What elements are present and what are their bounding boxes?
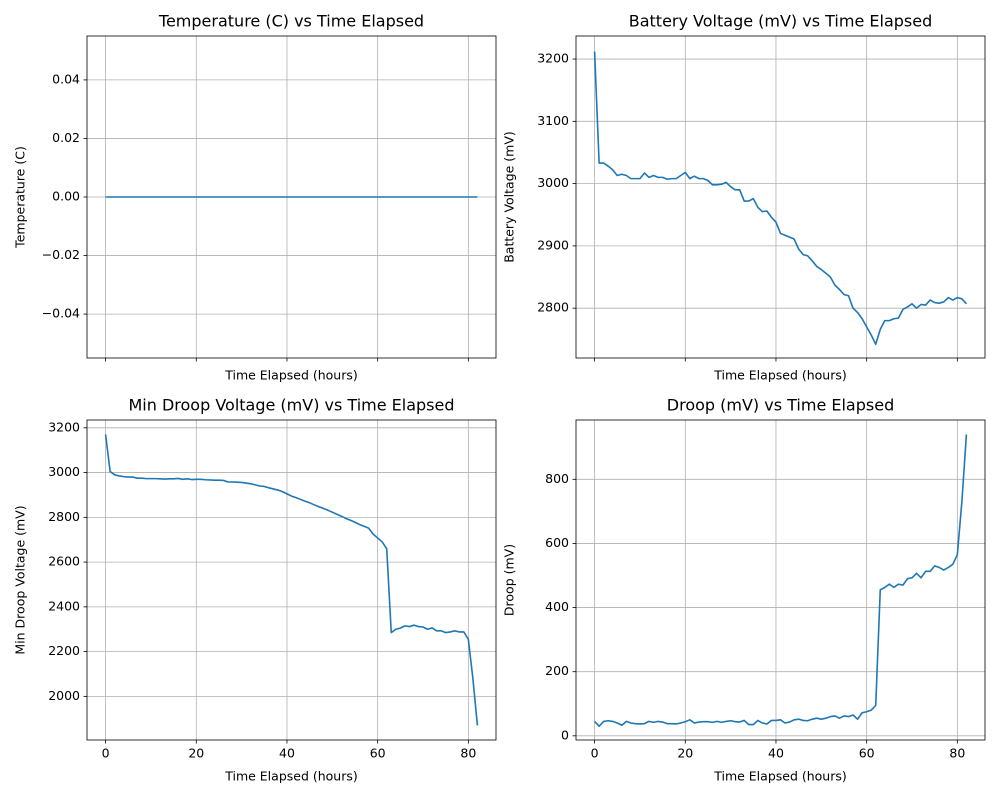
- y-axis-label: Battery Voltage (mV): [502, 131, 517, 263]
- subplot-title: Min Droop Voltage (mV) vs Time Elapsed: [128, 396, 454, 415]
- x-axis-label: Time Elapsed (hours): [713, 769, 847, 784]
- y-tick-label: 2900: [537, 237, 569, 252]
- x-tick-label: 60: [859, 746, 875, 761]
- axes-frame: [86, 419, 497, 741]
- y-tick-label: 0.02: [52, 130, 80, 145]
- y-axis-label: Temperature (C): [13, 146, 28, 249]
- axes-frame: [86, 35, 497, 359]
- y-tick-label: 400: [545, 599, 569, 614]
- x-axis-label: Time Elapsed (hours): [224, 368, 358, 383]
- subplot: 2800 2900 3000 3100 3200 Battery Voltage (mV)…: [502, 12, 986, 383]
- subplot-title: Battery Voltage (mV) vs Time Elapsed: [629, 12, 933, 31]
- y-tick-label: 2000: [48, 688, 80, 703]
- data-line: [104, 434, 479, 726]
- data-line: [594, 434, 968, 728]
- y-tick-label: 3000: [48, 464, 80, 479]
- y-tick-label: 3200: [537, 51, 569, 66]
- y-tick-label: 800: [545, 471, 569, 486]
- x-tick-label: 20: [677, 746, 693, 761]
- y-tick-label: 0.04: [52, 71, 80, 86]
- x-tick-label: 40: [279, 746, 295, 761]
- y-tick-label: 2800: [48, 509, 80, 524]
- subplot: 0 20 40 60 80 2000 2200 2400 2600 2800 3000 3200 Min…: [13, 396, 497, 784]
- y-tick-label: 0: [561, 727, 569, 742]
- axes-frame: [575, 35, 986, 359]
- x-tick-label: 20: [188, 746, 204, 761]
- x-tick-label: 60: [370, 746, 386, 761]
- x-axis-label: Time Elapsed (hours): [224, 769, 358, 784]
- y-tick-label: 0.00: [52, 189, 80, 204]
- y-tick-label: 3100: [537, 113, 569, 128]
- x-tick-label: 0: [591, 746, 599, 761]
- y-tick-label: 3200: [48, 419, 80, 434]
- y-tick-label: 200: [545, 663, 569, 678]
- x-tick-label: 80: [949, 746, 965, 761]
- y-tick-label: 2600: [48, 554, 80, 569]
- subplot-title: Droop (mV) vs Time Elapsed: [667, 396, 894, 415]
- y-axis-label: Droop (mV): [502, 544, 517, 616]
- subplot-title: Temperature (C) vs Time Elapsed: [158, 12, 424, 31]
- x-tick-label: 40: [768, 746, 784, 761]
- y-tick-label: −0.04: [42, 306, 80, 321]
- y-tick-label: 2800: [537, 300, 569, 315]
- x-axis-label: Time Elapsed (hours): [713, 368, 847, 383]
- y-tick-label: 2200: [48, 643, 80, 658]
- data-line: [593, 51, 968, 346]
- axes-frame: [575, 419, 986, 741]
- y-tick-label: 3000: [537, 175, 569, 190]
- subplot: −0.04 −0.02 0.00 0.02 0.04 Temperature (C) vs…: [13, 12, 497, 383]
- y-tick-label: 2400: [48, 598, 80, 613]
- y-tick-label: −0.02: [42, 247, 80, 262]
- y-axis-label: Min Droop Voltage (mV): [13, 505, 28, 654]
- x-tick-label: 80: [460, 746, 476, 761]
- y-tick-label: 600: [545, 535, 569, 550]
- x-tick-label: 0: [102, 746, 110, 761]
